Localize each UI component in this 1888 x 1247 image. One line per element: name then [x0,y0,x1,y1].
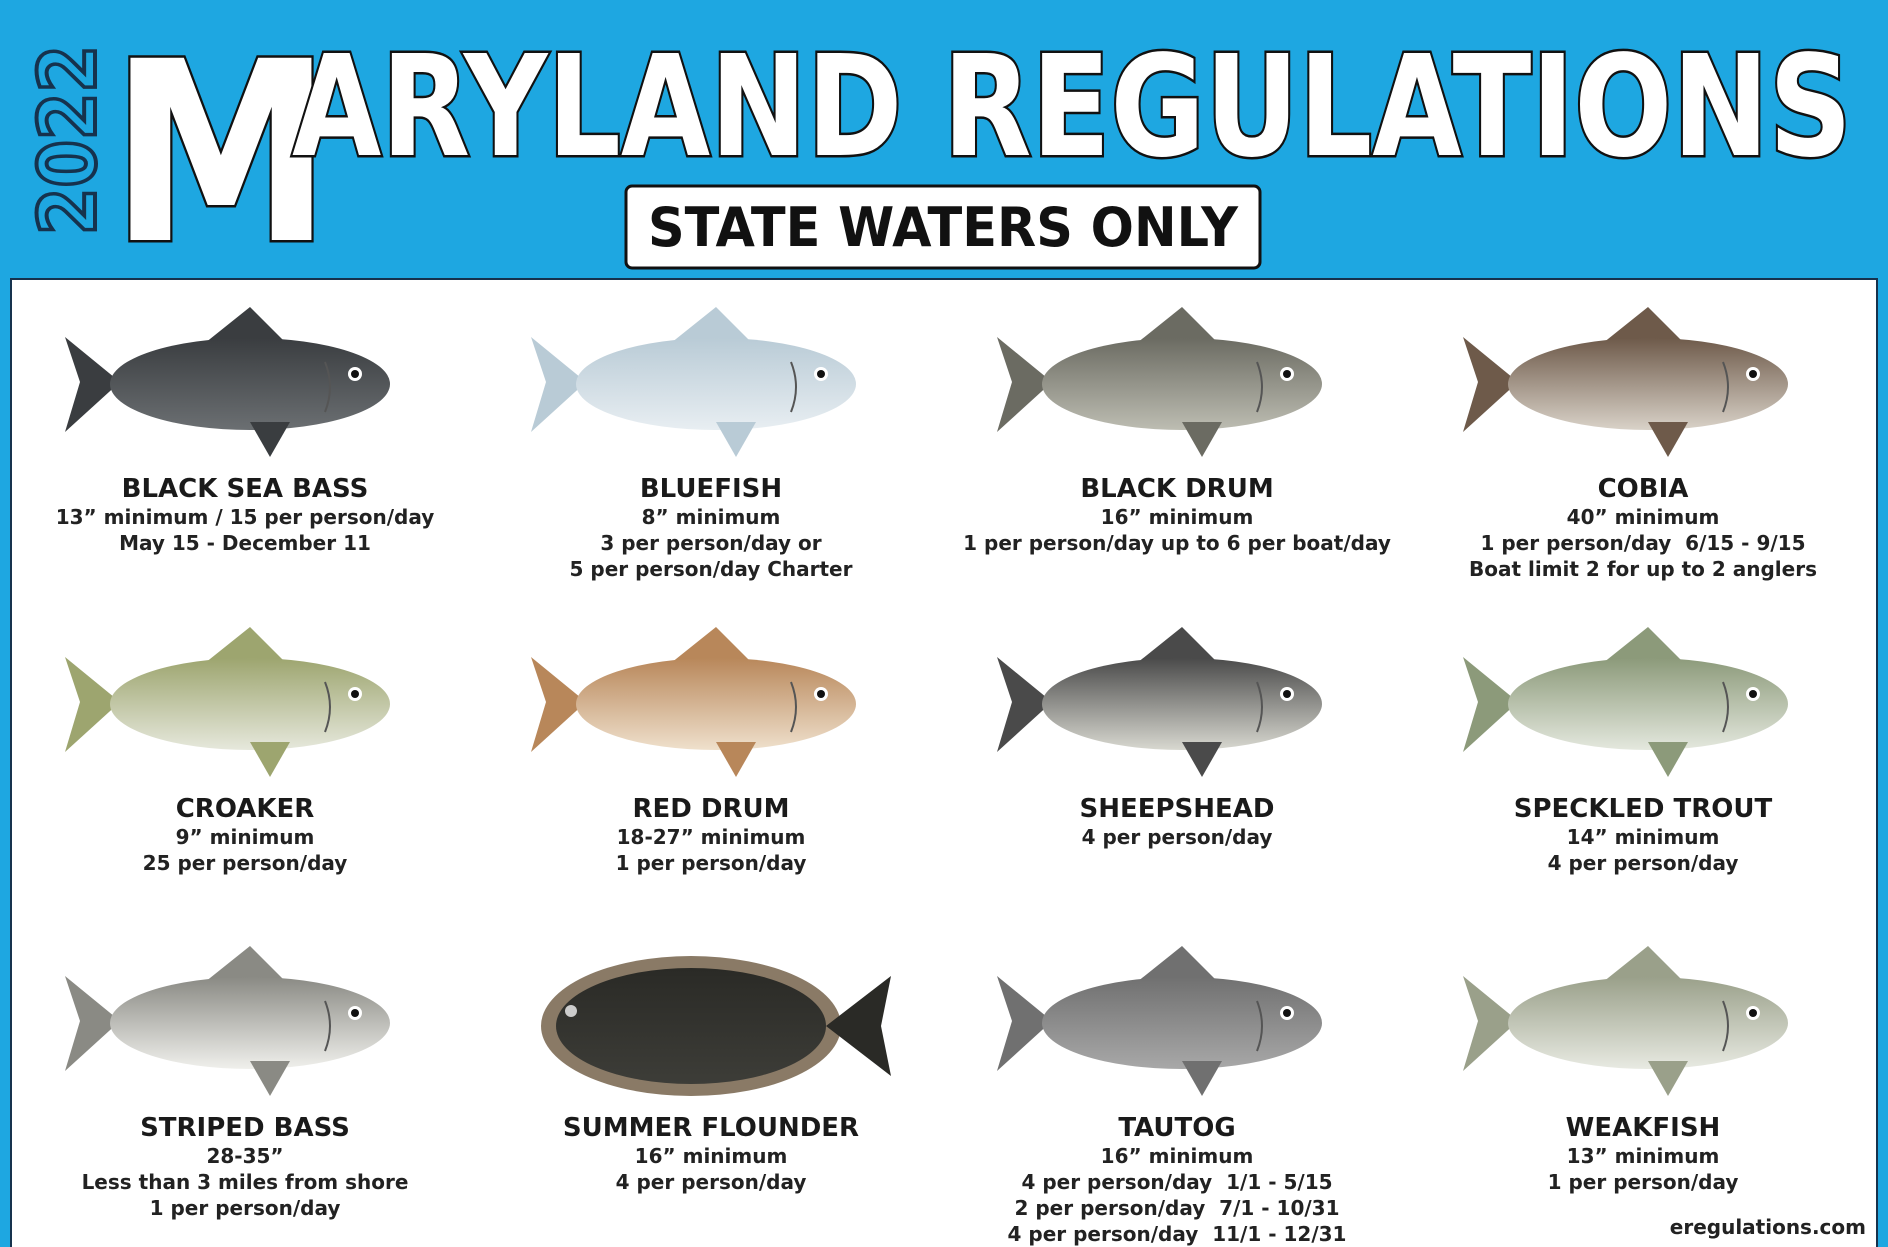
species-name: CROAKER [176,794,315,824]
regulation-line: 5 per person/day Charter [570,556,853,582]
fish-illustration [50,612,440,792]
regulation-line: 4 per person/day 1/1 - 5/15 [1021,1169,1332,1195]
regulation-line: 4 per person/day [1548,850,1739,876]
regulation-line: 4 per person/day 11/1 - 12/31 [1008,1221,1347,1247]
regulation-line: 4 per person/day [1082,824,1273,850]
regulation-line: 40” minimum [1567,504,1720,530]
regulation-line: 28-35” [206,1143,283,1169]
footer: eregulations.com [1670,1215,1866,1239]
species-name: BLACK DRUM [1080,474,1273,504]
fish-illustration [982,612,1372,792]
species-name: TAUTOG [1118,1113,1235,1143]
regulation-line: 14” minimum [1567,824,1720,850]
page: 2022 M ARYLAND REGULATIONS STATE WATERS … [0,0,1888,1245]
species-name: SPECKLED TROUT [1514,794,1772,824]
regulation-line: 16” minimum [1101,1143,1254,1169]
fish-illustration [982,292,1372,472]
regulation-line: Less than 3 miles from shore [82,1169,409,1195]
fish-illustration [50,931,440,1111]
regulation-line: 16” minimum [1101,504,1254,530]
species-name: BLACK SEA BASS [122,474,369,504]
regulation-line: 9” minimum [176,824,315,850]
regulation-line: 1 per person/day up to 6 per boat/day [963,530,1391,556]
regulation-line: 2 per person/day 7/1 - 10/31 [1014,1195,1339,1221]
fish-illustration [1448,612,1838,792]
species-name: SUMMER FLOUNDER [563,1113,859,1143]
fish-illustration [516,931,906,1111]
fish-illustration [982,931,1372,1111]
regulation-line: 4 per person/day [616,1169,807,1195]
regulation-line: 13” minimum / 15 per person/day [56,504,435,530]
fish-illustration [1448,931,1838,1111]
year: 2022 [24,45,114,235]
regulation-line: 1 per person/day [1548,1169,1739,1195]
species-name: RED DRUM [632,794,789,824]
title: ARYLAND REGULATIONS [292,26,1852,189]
regulation-line: 13” minimum [1567,1143,1720,1169]
species-name: STRIPED BASS [140,1113,350,1143]
regulation-line: 25 per person/day [143,850,348,876]
regulation-line: Boat limit 2 for up to 2 anglers [1469,556,1817,582]
header: 2022 M ARYLAND REGULATIONS STATE WATERS … [0,0,1888,278]
fish-illustration [50,292,440,472]
species-name: WEAKFISH [1566,1113,1721,1143]
subtitle: STATE WATERS ONLY [648,196,1239,259]
regulation-line: 1 per person/day 6/15 - 9/15 [1480,530,1805,556]
regulation-line: 16” minimum [635,1143,788,1169]
species-name: COBIA [1598,474,1689,504]
regulation-line: 1 per person/day [150,1195,341,1221]
species-name: SHEEPSHEAD [1079,794,1274,824]
regulation-line: 8” minimum [642,504,781,530]
fish-illustration [1448,292,1838,472]
fish-illustration [516,292,906,472]
regulation-line: 3 per person/day or [600,530,821,556]
species-name: BLUEFISH [640,474,782,504]
regulation-line: 1 per person/day [616,850,807,876]
regulation-line: 18-27” minimum [617,824,806,850]
fish-illustration [516,612,906,792]
regulation-line: May 15 - December 11 [119,530,371,556]
